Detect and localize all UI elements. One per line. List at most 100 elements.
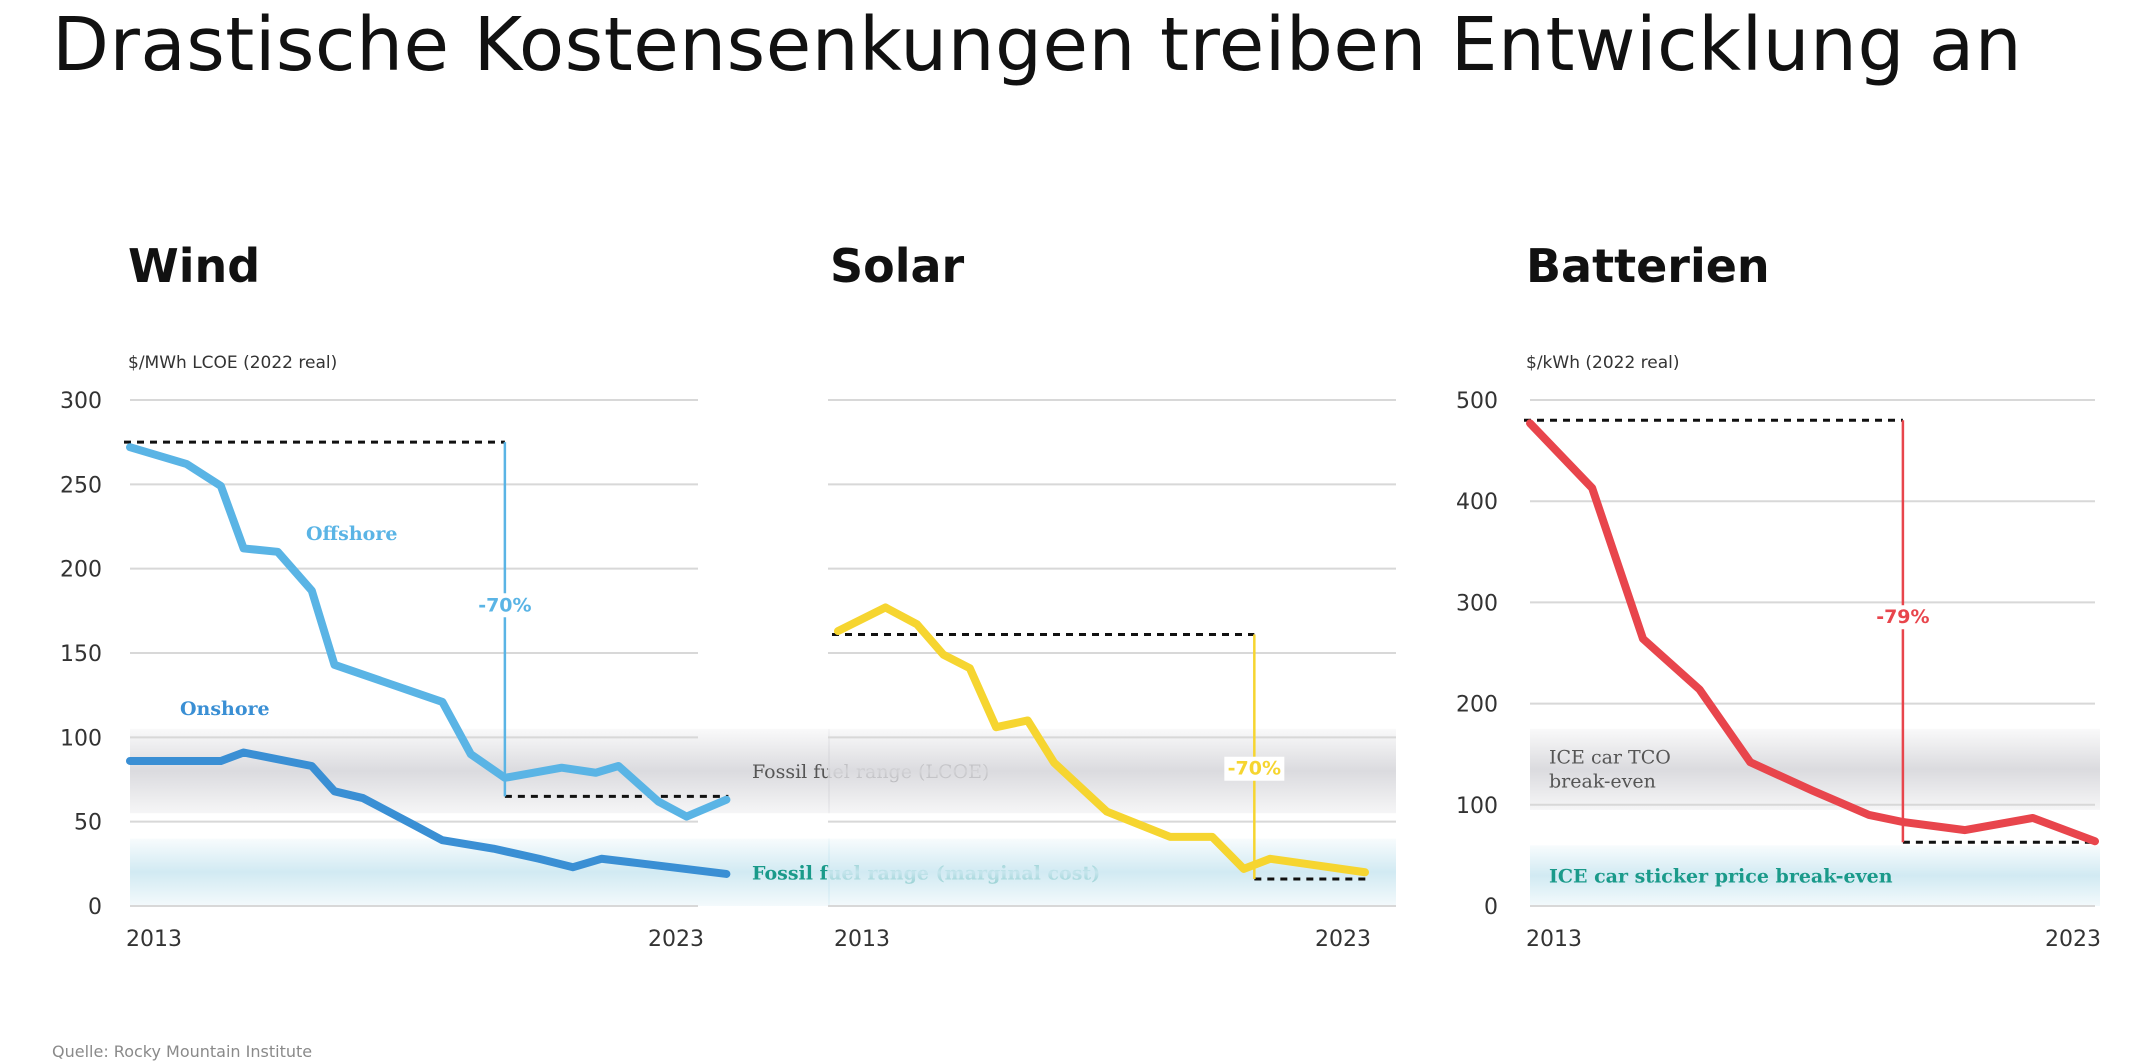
data-point-offshore [332,663,336,667]
y-tick-label: 50 [74,811,102,836]
x-tick-label: 2013 [834,927,890,952]
data-point-batterien [1963,828,1967,832]
x-tick-label: 2023 [1315,927,1371,952]
x-tick-label: 2023 [2045,927,2101,952]
data-point-solar [1052,761,1056,765]
data-point-offshore [616,764,620,768]
annotation-label: -70% [478,594,531,616]
data-point-onshore [412,823,416,827]
data-point-batterien [1748,760,1752,764]
data-point-solar [1363,870,1367,874]
data-point-batterien [1698,687,1701,691]
data-point-solar [1242,867,1246,871]
annotation-label-bg [474,593,535,618]
y-tick-label: 100 [60,726,102,751]
data-point-batterien [2093,839,2097,843]
data-point-offshore [656,799,660,803]
data-point-offshore [503,776,507,780]
data-point-offshore [276,550,280,554]
data-point-offshore [594,771,598,775]
data-point-batterien [1641,637,1645,641]
y-tick-label: 200 [60,558,102,583]
data-point-batterien [1901,820,1905,824]
series-line-solar [834,603,1369,877]
data-point-offshore [440,700,444,704]
data-point-solar [1105,810,1109,814]
annotation-label: -79% [1876,606,1929,628]
annotation-label-bg [1224,756,1285,781]
data-point-batterien [2031,816,2035,820]
data-point-solar [941,653,945,657]
band-fossil [828,728,1396,814]
band-label: ICE car sticker price break-even [1549,866,1893,888]
data-point-onshore [361,796,365,800]
data-point-solar [1168,835,1172,839]
chart-title: Wind [128,239,260,293]
y-axis-label: $/MWh LCOE (2022 real) [128,353,337,373]
page-title: Drastische Kostensenkungen treiben Entwi… [52,2,2023,88]
data-point-onshore [628,860,632,864]
band-fossil [130,728,830,814]
data-point-solar [1268,857,1272,861]
chart-title: Batterien [1526,239,1770,293]
x-tick-label: 2013 [1526,927,1582,952]
data-point-solar [836,629,840,633]
data-point-batterien [1590,486,1594,490]
y-tick-label: 300 [60,389,102,414]
data-point-onshore [599,857,603,861]
data-point-onshore [128,759,132,763]
y-tick-label: 500 [1456,389,1498,414]
data-point-solar [994,725,998,729]
source-note: Quelle: Rocky Mountain Institute [52,1042,313,1061]
y-axis-label: $/kWh (2022 real) [1526,353,1680,373]
data-point-offshore [128,445,132,449]
x-tick-label: 2023 [648,927,704,952]
data-point-batterien [1867,813,1871,817]
y-tick-label: 150 [60,642,102,667]
annotation-label-bg [1872,605,1933,630]
chart-wind: Wind $/MWh LCOE (2022 real) 0 50 100 150 200 25… [60,239,1100,952]
data-point-batterien [1528,421,1532,425]
data-point-solar [968,666,972,670]
data-point-solar [883,605,887,609]
series-line-offshore [126,443,731,821]
data-point-onshore [332,789,336,793]
y-tick-label: 300 [1456,591,1498,616]
y-tick-label: 0 [1484,895,1498,920]
data-point-onshore [310,764,314,768]
series-label-offshore: Offshore [306,523,397,545]
band-marginal [1530,845,2100,906]
data-point-onshore [537,857,541,861]
y-tick-label: 250 [60,473,102,498]
data-point-offshore [310,589,314,593]
y-tick-label: 100 [1456,794,1498,819]
chart-title: Solar [830,239,965,293]
data-point-offshore [560,766,564,770]
y-tick-label: 200 [1456,693,1498,718]
data-point-offshore [685,815,689,819]
data-point-solar [915,622,919,626]
x-tick-label: 2013 [126,927,182,952]
band-label: ICE car TCO break-even [1549,746,1671,792]
data-point-onshore [185,759,189,763]
data-point-offshore [242,546,246,550]
y-tick-label: 400 [1456,490,1498,515]
data-point-offshore [469,752,473,756]
data-point-onshore [492,847,496,851]
annotation-label: -70% [1228,758,1281,780]
data-point-batterien [1811,789,1814,793]
data-point-solar [1026,718,1030,722]
data-point-onshore [571,865,575,869]
data-point-solar [1210,835,1214,839]
data-point-offshore [219,484,223,488]
data-point-offshore [185,462,189,466]
band-marginal [828,838,1396,906]
data-point-onshore [219,759,223,763]
data-point-onshore [242,751,246,755]
data-point-onshore [724,872,728,876]
series-label-onshore: Onshore [180,698,270,720]
band-fossil [1530,728,2100,810]
chart-batterien: Batterien $/kWh (2022 real) 0 100 200 300 400 5… [1456,239,2101,952]
data-point-offshore [724,798,728,802]
